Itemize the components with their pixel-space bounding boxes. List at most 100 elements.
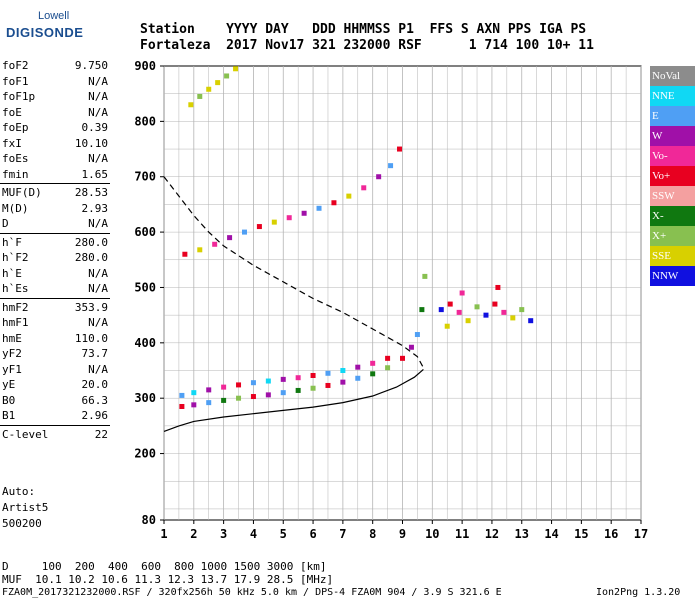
data-point (241, 229, 247, 235)
param-row: h`E N/A (0, 266, 110, 282)
data-point (519, 307, 525, 313)
param-name: hmE (2, 331, 22, 345)
param-row: M(D) 2.93 (0, 201, 110, 217)
data-point (501, 309, 507, 315)
data-point (474, 304, 480, 310)
data-point (376, 174, 382, 180)
distance-row: D 100 200 400 600 800 1000 1500 3000 [km… (2, 560, 327, 573)
footer-version: Ion2Png 1.3.20 (596, 587, 681, 598)
header-labels: Station YYYY DAY DDD HHMMSS P1 FFS S AXN… (140, 22, 587, 37)
legend-item: E (650, 106, 695, 126)
param-name: foF1p (2, 90, 36, 103)
param-value: N/A (88, 217, 108, 230)
data-point (197, 93, 203, 99)
data-point (400, 355, 405, 361)
param-name: h`F (2, 235, 22, 249)
param-value: 20.0 (81, 378, 109, 391)
data-point (408, 344, 414, 350)
data-point (221, 397, 227, 403)
param-name: fmin (2, 167, 29, 181)
params-separator (0, 183, 110, 184)
data-point (456, 309, 462, 315)
legend-item: X+ (650, 226, 695, 246)
footer-file-info: FZA0M_2017321232000.RSF / 320fx256h 50 k… (2, 587, 502, 598)
scaled-parameters-panel: foF2 9.750 foF1 N/A foF1p N/A foE N/A foEp 0.39 fx… (0, 58, 110, 442)
param-row: hmE 110.0 (0, 331, 110, 347)
param-name: foF2 (2, 59, 29, 72)
header-values: Fortaleza 2017 Nov17 321 232000 RSF 1 71… (140, 38, 594, 53)
data-point (286, 215, 292, 221)
data-point (385, 355, 391, 361)
param-row: yF2 73.7 (0, 346, 110, 362)
x-tick-label: 3 (220, 527, 227, 541)
param-name: yF2 (2, 347, 22, 360)
param-name: foE (2, 105, 22, 119)
data-point (215, 80, 221, 86)
param-value: 353.9 (74, 300, 108, 314)
param-name: foF1 (2, 74, 29, 88)
data-point (295, 387, 301, 393)
data-point (265, 392, 271, 398)
data-point (495, 284, 501, 290)
data-point (459, 290, 465, 296)
param-row: B1 2.96 (0, 408, 110, 424)
data-point (206, 86, 212, 92)
param-name: B0 (2, 393, 16, 407)
param-value: 2.96 (81, 409, 109, 422)
data-point (179, 392, 185, 398)
data-point (528, 318, 534, 324)
series-line (163, 368, 424, 432)
data-point (191, 390, 197, 396)
param-name: foEs (2, 152, 29, 165)
param-name: hmF1 (2, 316, 29, 329)
y-tick-label: 200 (134, 447, 156, 461)
data-point (250, 394, 256, 400)
y-tick-label: 700 (134, 170, 156, 184)
param-row: h`F 280.0 (0, 235, 110, 251)
param-row: yE 20.0 (0, 377, 110, 393)
y-tick-label: 80 (142, 513, 156, 527)
x-tick-label: 4 (250, 527, 257, 541)
data-point (325, 382, 331, 388)
legend-item: W (650, 126, 695, 146)
logo-line1: Lowell (38, 10, 70, 22)
data-point (355, 375, 361, 381)
param-value: N/A (88, 105, 108, 119)
data-point (236, 382, 242, 388)
y-tick-label: 300 (134, 391, 156, 405)
data-point (316, 205, 322, 211)
param-name: yE (2, 378, 16, 391)
data-point (447, 301, 453, 307)
x-tick-label: 9 (399, 527, 406, 541)
data-point (510, 315, 516, 321)
data-point (422, 273, 428, 279)
data-point (227, 235, 233, 241)
data-point (310, 372, 316, 378)
series-line (163, 176, 424, 368)
param-row: foE N/A (0, 105, 110, 121)
data-point (191, 402, 197, 408)
data-point (346, 193, 352, 199)
param-name: h`Es (2, 282, 29, 295)
param-row: fmin 1.65 (0, 167, 110, 183)
param-name: B1 (2, 409, 16, 422)
data-point (331, 200, 337, 206)
y-tick-label: 400 (134, 336, 156, 350)
legend: NoVal NNE E W Vo- Vo+ SSW X- X+ SSE NNW (650, 66, 695, 286)
x-tick-label: 17 (634, 527, 648, 541)
lowell-digisonde-logo: Lowell DIGISONDE (2, 8, 122, 52)
y-tick-label: 800 (134, 114, 156, 128)
param-name: C-level (2, 427, 49, 441)
data-point (280, 376, 286, 382)
param-name: hmF2 (2, 300, 29, 314)
x-tick-label: 7 (339, 527, 346, 541)
data-point (419, 307, 425, 313)
data-point (280, 390, 286, 396)
data-point (236, 395, 242, 401)
params-separator (0, 232, 110, 234)
y-tick-label: 900 (134, 59, 156, 73)
data-point (301, 210, 307, 216)
legend-item: Vo+ (650, 166, 695, 186)
param-name: M(D) (2, 201, 29, 215)
autoscaler-version: 500200 (2, 517, 42, 530)
